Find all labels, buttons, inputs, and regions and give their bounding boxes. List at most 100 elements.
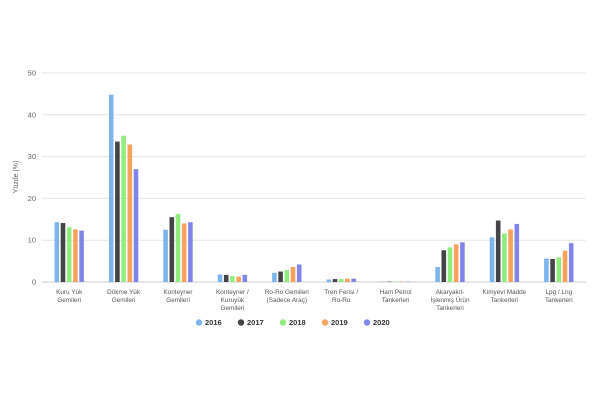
bar[interactable]	[230, 276, 235, 282]
x-category-label-line: Lpg / Lng	[545, 289, 572, 296]
legend-item[interactable]: 2018	[279, 318, 306, 327]
bar[interactable]	[550, 259, 555, 282]
x-category-label-line: Gemileri	[57, 297, 81, 304]
bar[interactable]	[338, 279, 344, 282]
bar[interactable]	[326, 279, 332, 282]
legend[interactable]: 2016 2017 2018 2019 2020	[195, 318, 390, 327]
x-category-label-line: Ro-Ro Gemileri	[265, 289, 309, 296]
x-category-label-line: Tankerleri	[436, 305, 464, 312]
x-category-label: Konteyner / Kuruyük Gemileri	[216, 289, 249, 312]
bar[interactable]	[133, 169, 139, 282]
x-category-label-line: Kimyevi Madde	[483, 289, 527, 296]
x-category-label-line: Akaryakıt-	[436, 289, 465, 296]
x-category-label-line: Kuruyük	[221, 297, 245, 304]
y-tick-label: 50	[28, 69, 36, 78]
bar[interactable]	[108, 94, 114, 283]
legend-label: 2016	[205, 318, 222, 327]
bar[interactable]	[514, 223, 520, 282]
x-category-label: Akaryakıt-İşlenmiş Ürün Tankerleri	[430, 289, 470, 312]
bar[interactable]	[54, 222, 60, 282]
bar[interactable]	[278, 271, 283, 282]
x-category-label-line: Ro-Ro	[332, 297, 351, 304]
y-axis-ticks: 0 10 20 30 40 50	[28, 69, 36, 287]
bar[interactable]	[441, 250, 447, 282]
bar[interactable]	[175, 213, 181, 282]
bar[interactable]	[60, 223, 66, 282]
y-axis-title: Yüzde (%)	[13, 161, 20, 194]
x-category-label-line: Ham Petrol	[380, 289, 412, 296]
legend-item[interactable]: 2017	[237, 318, 264, 327]
x-category-label-line: Tankerleri	[545, 297, 573, 304]
bar[interactable]	[284, 270, 290, 282]
bar[interactable]	[351, 278, 356, 282]
bar[interactable]	[556, 257, 562, 282]
bar[interactable]	[495, 220, 501, 282]
legend-label: 2020	[373, 318, 390, 327]
bar[interactable]	[188, 222, 193, 282]
legend-label: 2018	[289, 318, 306, 327]
x-category-label: Tren Ferisi / Ro-Ro	[324, 289, 358, 304]
bar[interactable]	[79, 230, 84, 282]
bar[interactable]	[169, 217, 175, 282]
bar[interactable]	[127, 144, 133, 282]
bar[interactable]	[66, 227, 72, 282]
bar[interactable]	[502, 233, 507, 282]
x-category-label-line: Tren Ferisi /	[324, 289, 358, 296]
bar[interactable]	[435, 266, 440, 282]
bar[interactable]	[568, 243, 574, 282]
bar[interactable]	[217, 274, 223, 282]
x-category-label-line: Gemileri	[221, 305, 245, 312]
x-category-label: Konteyner Gemileri	[163, 289, 193, 304]
x-category-label-line: Konteyner /	[216, 289, 249, 296]
bar[interactable]	[121, 135, 126, 282]
x-category-label: Kuru Yük Gemileri	[56, 289, 83, 304]
x-category-label: Ham Petrol Tankerleri	[380, 289, 412, 304]
bar[interactable]	[508, 229, 513, 282]
bar[interactable]	[73, 229, 78, 282]
y-tick-label: 10	[28, 236, 36, 245]
x-category-label-line: Tankerleri	[382, 297, 410, 304]
bar[interactable]	[163, 229, 168, 282]
bar[interactable]	[296, 264, 302, 282]
x-category-label-line: Kuru Yük	[56, 289, 83, 296]
x-category-label-line: Gemileri	[112, 297, 136, 304]
bar[interactable]	[544, 258, 549, 282]
x-category-label-line: Dökme Yük	[107, 289, 141, 296]
bar[interactable]	[223, 274, 229, 282]
x-category-label-line: (Sadece Araç)	[267, 297, 308, 304]
bars	[54, 94, 574, 283]
y-tick-label: 30	[28, 152, 36, 161]
y-tick-label: 40	[28, 110, 36, 119]
legend-label: 2019	[331, 318, 348, 327]
legend-item[interactable]: 2016	[195, 318, 222, 327]
bar[interactable]	[447, 247, 453, 282]
y-tick-label: 20	[28, 194, 36, 203]
bar[interactable]	[332, 279, 338, 282]
legend-marker	[363, 319, 371, 326]
bar[interactable]	[242, 274, 248, 282]
x-category-label: Dökme Yük Gemileri	[107, 289, 141, 304]
bar[interactable]	[345, 278, 350, 282]
bar[interactable]	[236, 276, 241, 282]
x-category-label: Kimyevi Madde Tankerleri	[483, 289, 527, 304]
bar[interactable]	[460, 242, 465, 282]
bar[interactable]	[489, 237, 495, 282]
bar[interactable]	[562, 250, 568, 282]
x-category-label-line: Tankerleri	[491, 297, 519, 304]
bar[interactable]	[272, 272, 277, 282]
bar[interactable]	[181, 223, 187, 282]
legend-marker	[279, 319, 287, 326]
bar[interactable]	[290, 266, 296, 282]
legend-label: 2017	[247, 318, 264, 327]
y-tick-label: 0	[32, 278, 36, 287]
legend-item[interactable]: 2020	[363, 318, 390, 327]
bar[interactable]	[115, 141, 120, 282]
bar[interactable]	[453, 244, 459, 282]
legend-marker	[237, 319, 245, 326]
x-category-label-line: İşlenmiş Ürün	[430, 295, 470, 304]
x-category-label-line: Gemileri	[166, 297, 190, 304]
legend-item[interactable]: 2019	[321, 318, 348, 327]
gridlines	[42, 72, 586, 283]
